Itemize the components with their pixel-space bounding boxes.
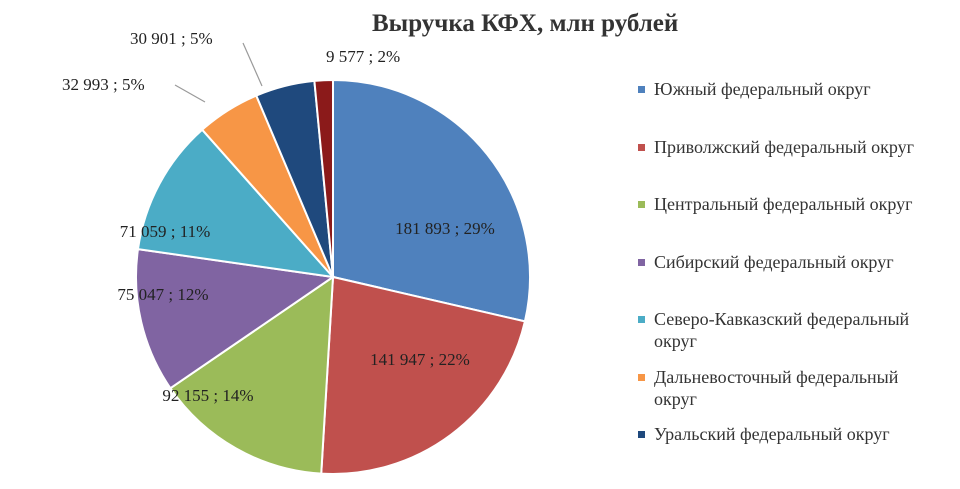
pie-slice-0 bbox=[332, 78, 531, 323]
legend-label: Дальневосточный федеральный округ bbox=[654, 366, 898, 410]
leader-lines bbox=[174, 42, 263, 103]
data-label-3: 75 047 ; 12% bbox=[117, 285, 208, 304]
data-label-1: 141 947 ; 22% bbox=[370, 350, 470, 369]
legend-label-line2: округ bbox=[654, 331, 697, 351]
legend-label-line1: Уральский федеральный округ bbox=[654, 424, 890, 444]
legend-swatch bbox=[638, 374, 645, 381]
legend-label-line1: Сибирский федеральный округ bbox=[654, 252, 894, 272]
pie-slice-2 bbox=[169, 275, 335, 475]
pie-slice-3 bbox=[135, 247, 336, 390]
legend-item: Южный федеральный округ bbox=[638, 78, 956, 100]
legend-swatch bbox=[638, 144, 645, 151]
legend-label-line1: Приволжский федеральный округ bbox=[654, 137, 915, 157]
data-label-5: 32 993 ; 5% bbox=[62, 75, 145, 94]
legend-item: Северо-Кавказский федеральный округ bbox=[638, 308, 956, 352]
data-label-6: 30 901 ; 5% bbox=[130, 29, 213, 48]
legend-item: Уральский федеральный округ bbox=[638, 423, 956, 445]
legend-label-line2: округ bbox=[654, 389, 697, 409]
legend-label: Уральский федеральный округ bbox=[654, 423, 890, 445]
legend-item: Приволжский федеральный округ bbox=[638, 136, 956, 158]
pie-slice-7 bbox=[313, 78, 334, 278]
legend-swatch bbox=[638, 259, 645, 266]
chart-title: Выручка КФХ, млн рублей bbox=[372, 10, 679, 37]
legend-label: Северо-Кавказский федеральный округ bbox=[654, 308, 909, 352]
legend-label: Сибирский федеральный округ bbox=[654, 251, 894, 273]
legend-swatch bbox=[638, 431, 645, 438]
legend-label-line1: Северо-Кавказский федеральный bbox=[654, 309, 910, 329]
legend-label: Приволжский федеральный округ bbox=[654, 136, 914, 158]
legend-item: Центральный федеральный округ bbox=[638, 193, 956, 215]
data-label-2: 92 155 ; 14% bbox=[162, 386, 253, 405]
data-label-4: 71 059 ; 11% bbox=[120, 222, 211, 241]
leader-line-6 bbox=[242, 42, 263, 87]
legend-swatch bbox=[638, 86, 645, 93]
leader-line-5 bbox=[174, 84, 206, 103]
pie-slices bbox=[135, 78, 531, 476]
legend-label-line1: Южный федеральный округ bbox=[654, 79, 871, 99]
pie-slice-1 bbox=[320, 275, 527, 476]
legend-label: Южный федеральный округ bbox=[654, 78, 871, 100]
legend-label-line1: Дальневосточный федеральный bbox=[654, 367, 899, 387]
data-label-0: 181 893 ; 29% bbox=[395, 219, 495, 238]
legend-label-line1: Центральный федеральный округ bbox=[654, 194, 913, 214]
legend-item: Сибирский федеральный округ bbox=[638, 251, 956, 273]
legend-swatch bbox=[638, 201, 645, 208]
data-label-7: 9 577 ; 2% bbox=[326, 47, 400, 66]
legend-item: Дальневосточный федеральный округ bbox=[638, 366, 956, 410]
data-labels: 181 893 ; 29% 141 947 ; 22% 92 155 ; 14% 75… bbox=[62, 29, 495, 405]
legend-swatch bbox=[638, 316, 645, 323]
legend-label: Центральный федеральный округ bbox=[654, 193, 913, 215]
pie-slice-4 bbox=[136, 128, 336, 279]
